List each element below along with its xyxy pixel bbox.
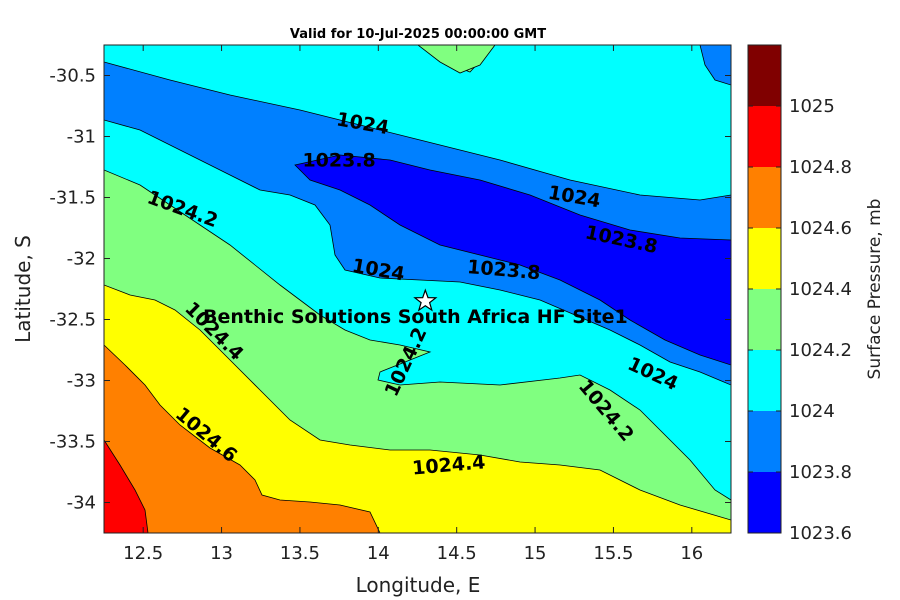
colorbar-tick-label: 1024.8: [789, 157, 852, 178]
colorbar-tick-label: 1024: [789, 401, 835, 422]
y-axis-ticks: -30.5 -31 -31.5 -32 -32.5 -33 -33.5 -34: [49, 66, 731, 514]
colorbar-segment: [748, 106, 781, 167]
x-axis-ticks: 12.5 13 13.5 14 14.5 15 15.5 16: [123, 45, 703, 564]
x-tick-label: 16: [680, 543, 703, 564]
colorbar-segment: [748, 411, 781, 472]
colorbar-segment: [748, 350, 781, 411]
colorbar-segment: [748, 228, 781, 289]
x-tick-label: 14: [367, 543, 390, 564]
colorbar-segment: [748, 472, 781, 533]
y-tick-label: -30.5: [49, 66, 96, 87]
colorbar-tick-label: 1023.6: [789, 523, 852, 544]
colorbar-segment: [748, 167, 781, 228]
x-tick-label: 15: [524, 543, 547, 564]
colorbar-label: Surface Pressure, mb: [865, 199, 885, 380]
x-tick-label: 13: [210, 543, 233, 564]
x-tick-label: 13.5: [280, 543, 320, 564]
contour-fill: [104, 45, 731, 533]
colorbar-tick-label: 1024.4: [789, 279, 852, 300]
x-tick-label: 14.5: [437, 543, 477, 564]
site-marker: Benthic Solutions South Africa HF Site1: [203, 288, 628, 328]
y-tick-label: -33.5: [49, 432, 96, 453]
colorbar-segment: [748, 45, 781, 106]
chart-title: Valid for 10-Jul-2025 00:00:00 GMT: [290, 27, 546, 42]
colorbar-segment: [748, 289, 781, 350]
colorbar-tick-label: 1025: [789, 96, 835, 117]
colorbar-tick-label: 1024.6: [789, 218, 852, 239]
colorbar-tick-label: 1024.2: [789, 340, 852, 361]
site-label: Benthic Solutions South Africa HF Site1: [203, 306, 628, 328]
x-axis-label: Longitude, E: [356, 573, 481, 597]
contour-label: 1023.8: [302, 149, 375, 171]
colorbar: 1023.6 1023.8 1024 1024.2 1024.4 1024.6 1024.8…: [747, 44, 852, 544]
y-tick-label: -33: [67, 371, 96, 392]
colorbar-tick-label: 1023.8: [789, 462, 852, 483]
y-tick-label: -32.5: [49, 310, 96, 331]
x-tick-label: 12.5: [123, 543, 163, 564]
y-tick-label: -31.5: [49, 188, 96, 209]
y-tick-label: -32: [67, 249, 96, 270]
site-star-icon: [413, 288, 438, 312]
y-axis-label: Latitude, S: [11, 235, 35, 343]
y-tick-label: -31: [67, 127, 96, 148]
x-tick-label: 15.5: [593, 543, 633, 564]
y-tick-label: -34: [67, 493, 96, 514]
plot-frame: [103, 44, 732, 534]
